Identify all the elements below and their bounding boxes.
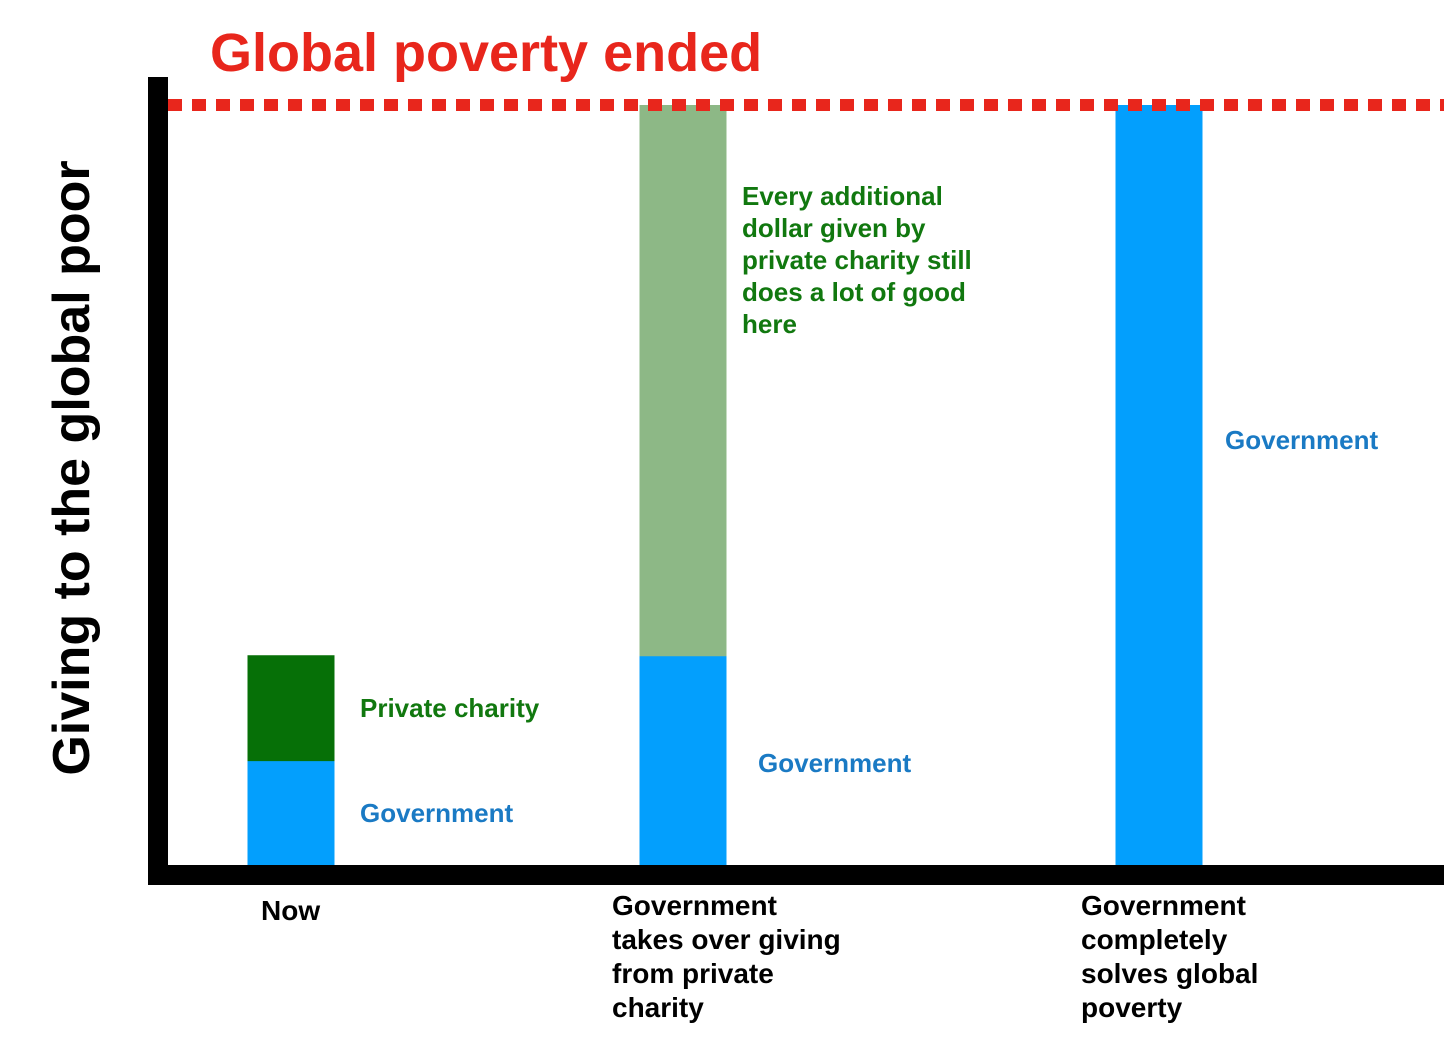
label-takeover-private-note: Every additional dollar given by private…	[742, 181, 972, 339]
bar-now-private-charity	[247, 655, 335, 762]
bar-now-government	[247, 760, 335, 866]
x-tick-label-solves: Government completely solves global pove…	[1081, 890, 1259, 1023]
bar-takeover-private-charity	[639, 105, 727, 657]
x-axis-line	[148, 865, 1444, 885]
label-now-private-charity: Private charity	[360, 693, 540, 723]
bar-takeover-government	[639, 655, 727, 866]
x-tick-label-takeover: Government takes over giving from privat…	[612, 890, 841, 1023]
y-axis-label: Giving to the global poor	[43, 160, 101, 776]
label-now-government: Government	[360, 798, 514, 828]
y-axis-line	[148, 77, 168, 885]
chart-title: Global poverty ended	[210, 23, 763, 83]
bar-solves-government	[1115, 105, 1203, 866]
label-takeover-government: Government	[758, 748, 912, 778]
x-tick-label-now: Now	[261, 895, 321, 926]
label-solves-government: Government	[1225, 425, 1379, 455]
